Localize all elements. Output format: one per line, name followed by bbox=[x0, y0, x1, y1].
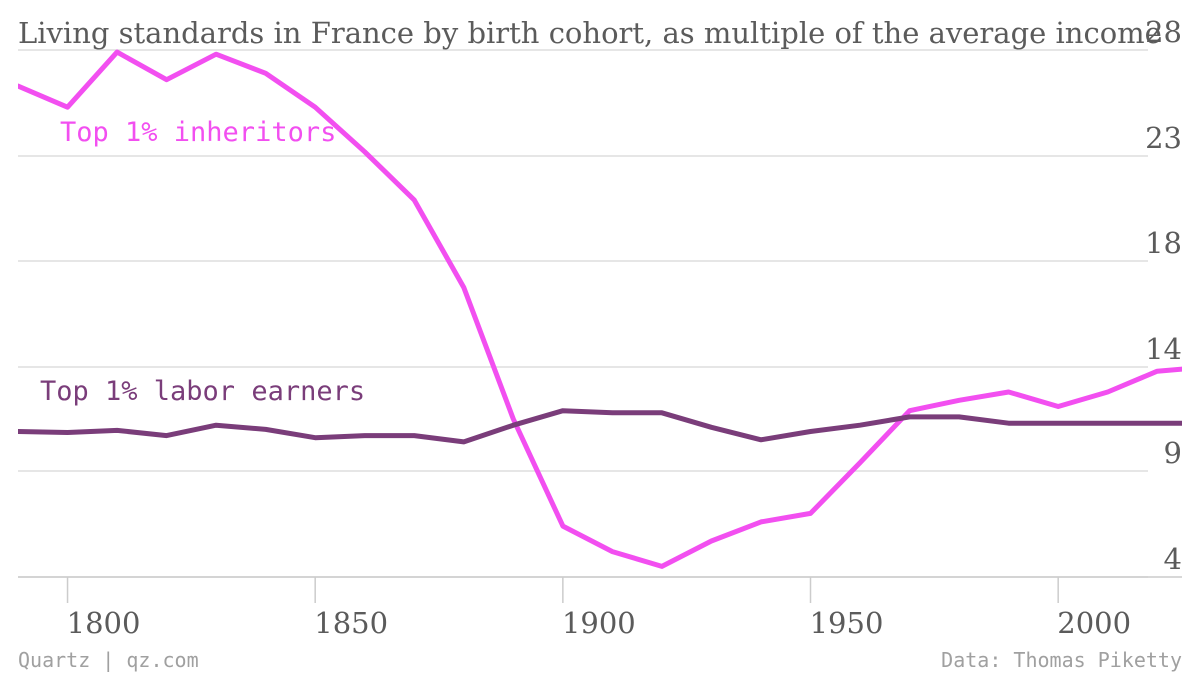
y-tick-label-4: 4 bbox=[1164, 542, 1182, 576]
gridlines bbox=[18, 49, 1182, 578]
series-lines bbox=[18, 49, 1182, 569]
y-tick-label-18: 18 bbox=[1145, 226, 1182, 260]
annotation-top-labor-earners: Top 1% labor earners bbox=[40, 376, 365, 407]
x-tick-label-1900: 1900 bbox=[562, 606, 636, 640]
x-tick-label-2000: 2000 bbox=[1057, 606, 1131, 640]
y-tick-label-23: 23 bbox=[1145, 121, 1182, 155]
y-tick-label-14: 14 bbox=[1145, 332, 1182, 366]
series-line-top-1-labor-earners bbox=[18, 408, 1182, 445]
y-axis-labels: 4 9 14 18 23 28 bbox=[1145, 15, 1182, 576]
footer-source-right: Data: Thomas Piketty bbox=[941, 648, 1182, 672]
x-tick-label-1950: 1950 bbox=[810, 606, 884, 640]
series-line-top-1-inheritors bbox=[18, 49, 1182, 569]
x-axis-ticks bbox=[66, 577, 1059, 603]
footer-source-left: Quartz | qz.com bbox=[18, 648, 199, 672]
x-tick-label-1800: 1800 bbox=[67, 606, 141, 640]
annotation-top-inheritors: Top 1% inheritors bbox=[60, 117, 336, 148]
x-axis-labels: 1800 1850 1900 1950 2000 bbox=[67, 606, 1131, 640]
y-tick-label-28: 28 bbox=[1145, 15, 1182, 49]
x-tick-label-1850: 1850 bbox=[314, 606, 388, 640]
chart-title: Living standards in France by birth coho… bbox=[18, 16, 1162, 50]
y-tick-label-9: 9 bbox=[1164, 436, 1182, 470]
